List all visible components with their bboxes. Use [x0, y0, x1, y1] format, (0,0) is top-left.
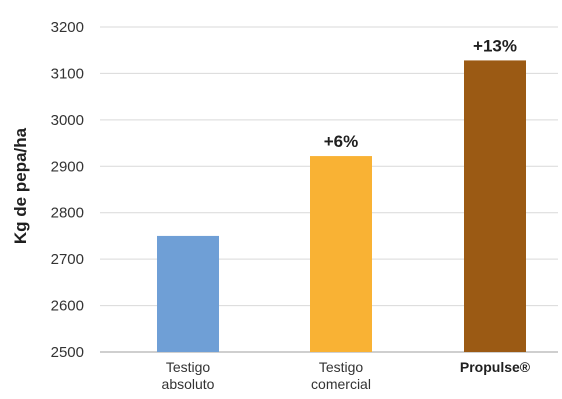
- bars: [157, 60, 526, 353]
- x-category-label: Propulse®: [460, 359, 531, 375]
- y-tick-label: 2700: [51, 251, 84, 268]
- data-labels: +6% +13%: [324, 36, 517, 151]
- bar: [157, 235, 219, 352]
- bar: [464, 60, 526, 353]
- y-tick-label: 3000: [51, 112, 84, 129]
- x-category-label: Testigo comercial: [311, 359, 371, 392]
- y-tick-label: 2500: [51, 344, 84, 361]
- y-tick-label: 2800: [51, 205, 84, 222]
- bar: [310, 156, 372, 352]
- x-axis-categories: Testigo absoluto Testigo comercial Propulse®: [162, 359, 531, 392]
- y-tick-label: 3200: [51, 19, 84, 36]
- data-label: +13%: [473, 36, 517, 55]
- y-axis-ticks: 2500 2600 2700 2800 2900 3000 3100 3200: [51, 19, 84, 361]
- y-tick-label: 2900: [51, 158, 84, 175]
- y-axis-title: Kg de pepa/ha: [11, 127, 30, 244]
- y-tick-label: 3100: [51, 65, 84, 82]
- y-tick-label: 2600: [51, 298, 84, 315]
- x-category-label: Testigo absoluto: [162, 359, 215, 392]
- data-label: +6%: [324, 132, 359, 151]
